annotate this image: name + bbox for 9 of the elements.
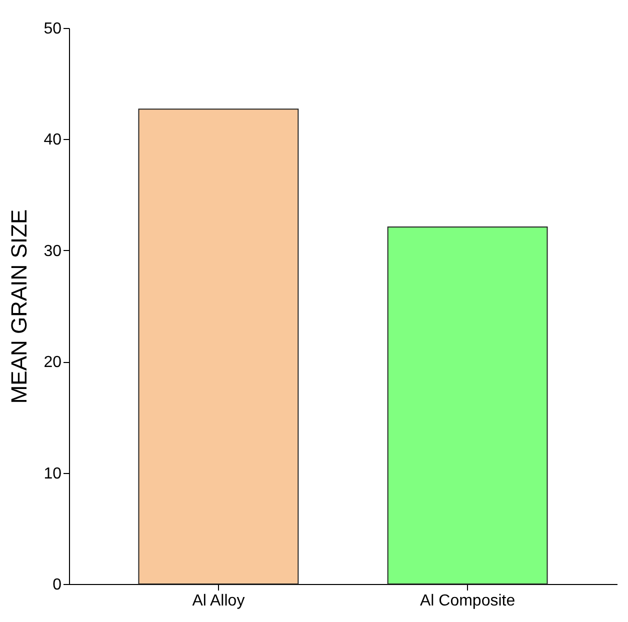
y-tick-label: 20 <box>44 354 62 372</box>
y-tick-label: 40 <box>44 132 62 149</box>
x-tick-label: Al Composite <box>420 592 516 610</box>
y-tick-label: 30 <box>44 242 62 260</box>
y-axis-title: MEAN GRAIN SIZE <box>6 209 32 404</box>
y-tick-label: 10 <box>44 465 62 482</box>
x-tick-label: Al Alloy <box>192 592 245 610</box>
y-tick-label: 0 <box>52 576 62 594</box>
y-tick-label: 50 <box>44 20 62 38</box>
